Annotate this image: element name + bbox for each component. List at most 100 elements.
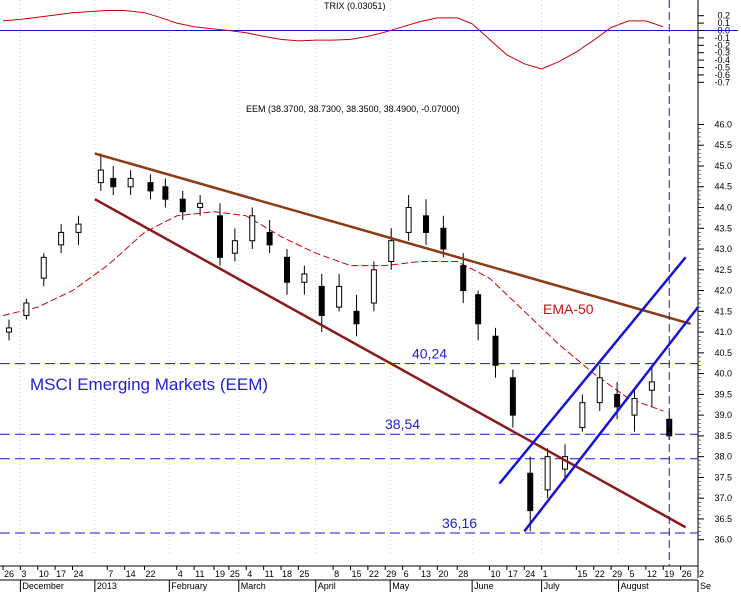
price-tick-label: 42.5 bbox=[714, 265, 732, 275]
x-month-label: 2013 bbox=[97, 581, 117, 591]
trix-tick-label: -0.1 bbox=[714, 33, 730, 43]
trix-y-axis: 0.20.10.0-0.1-0.2-0.3-0.4-0.5-0.6-0.7 bbox=[698, 11, 730, 87]
candle-body bbox=[492, 335, 499, 366]
candle-body bbox=[216, 215, 223, 258]
candle-body bbox=[6, 327, 12, 333]
level-label: 36,16 bbox=[442, 515, 477, 531]
candle-body bbox=[58, 231, 65, 246]
x-day-label: 3 bbox=[21, 569, 26, 579]
trendline-upper-resistance bbox=[94, 152, 691, 325]
trendline-channel-upper bbox=[498, 256, 687, 485]
price-tick-label: 38.0 bbox=[714, 452, 732, 462]
candle-body bbox=[40, 256, 47, 279]
price-tick-label: 45.5 bbox=[714, 140, 732, 150]
ema50-line bbox=[2, 211, 664, 412]
x-day-label: 10 bbox=[39, 569, 49, 579]
candle-body bbox=[405, 207, 412, 233]
x-day-label: 19 bbox=[215, 569, 225, 579]
candle-body bbox=[336, 285, 343, 308]
x-day-label: 4 bbox=[247, 569, 252, 579]
candle-body bbox=[648, 381, 655, 391]
x-day-label: 29 bbox=[386, 569, 396, 579]
candle-body bbox=[353, 310, 360, 325]
x-month-label: December bbox=[22, 581, 64, 591]
x-day-label: 7 bbox=[108, 569, 113, 579]
x-day-label: 6 bbox=[404, 569, 409, 579]
price-tick-label: 36.0 bbox=[714, 535, 732, 545]
trix-tick-label: 0.2 bbox=[717, 11, 730, 21]
trix-tick-label: -0.6 bbox=[714, 70, 730, 80]
price-tick-label: 44.5 bbox=[714, 182, 732, 192]
candle-body bbox=[423, 215, 429, 233]
trix-tick-label: -0.3 bbox=[714, 48, 730, 58]
x-day-label: 29 bbox=[612, 569, 622, 579]
candle-body bbox=[266, 231, 273, 246]
x-day-label: 26 bbox=[4, 569, 14, 579]
x-day-label: 22 bbox=[145, 569, 155, 579]
x-month-label: March bbox=[241, 581, 266, 591]
x-day-label: 28 bbox=[458, 569, 468, 579]
price-tick-label: 41.0 bbox=[714, 327, 732, 337]
candle-body bbox=[596, 377, 603, 404]
x-day-label: 17 bbox=[508, 569, 518, 579]
price-tick-label: 43.5 bbox=[714, 223, 732, 233]
price-tick-label: 40.5 bbox=[714, 348, 732, 358]
candle-body bbox=[162, 186, 169, 200]
x-day-label: 25 bbox=[230, 569, 240, 579]
trix-header: TRIX (0.03051) bbox=[324, 1, 386, 11]
x-day-label: 22 bbox=[369, 569, 379, 579]
x-day-label: 1 bbox=[543, 569, 548, 579]
x-day-label: 4 bbox=[178, 569, 183, 579]
price-y-axis: 46.0 45.5 45.0 44.5 44.0 43.5 43.0 42.5 42.0 41.5… bbox=[697, 0, 732, 578]
price-tick-label: 42.0 bbox=[714, 286, 732, 296]
price-tick-label: 41.5 bbox=[714, 306, 732, 316]
x-day-label: 10 bbox=[491, 569, 501, 579]
candle-body bbox=[179, 198, 186, 213]
trix-tick-label: 0.0 bbox=[717, 26, 730, 36]
x-day-label: 14 bbox=[126, 569, 136, 579]
candle-body bbox=[475, 294, 482, 325]
ema-label: EMA-50 bbox=[543, 301, 594, 317]
trix-tick-label: -0.7 bbox=[714, 77, 730, 87]
trix-tick-label: -0.4 bbox=[714, 55, 730, 65]
x-day-label: 22 bbox=[595, 569, 605, 579]
price-tick-label: 36.5 bbox=[714, 514, 732, 524]
candle-body bbox=[631, 398, 638, 416]
trendlines bbox=[94, 152, 699, 533]
candle-body bbox=[23, 302, 30, 316]
level-label: 38,54 bbox=[385, 416, 420, 432]
candle-body bbox=[147, 182, 154, 192]
candle-body bbox=[318, 285, 325, 316]
x-month-label: August bbox=[621, 581, 650, 591]
candle-body bbox=[284, 256, 290, 283]
candle-body bbox=[388, 240, 395, 262]
price-panel: EEM (38.3700, 38.7300, 38.3500, 38.4900,… bbox=[0, 0, 732, 578]
candle-body bbox=[579, 402, 586, 429]
candle-body bbox=[97, 169, 104, 184]
x-day-label: 5 bbox=[630, 569, 635, 579]
price-tick-label: 37.5 bbox=[714, 472, 732, 482]
price-tick-label: 43.0 bbox=[714, 244, 732, 254]
x-month-label: February bbox=[171, 581, 208, 591]
candle-body bbox=[197, 202, 204, 209]
price-tick-label: 45.0 bbox=[714, 161, 732, 171]
candle-body bbox=[527, 472, 534, 512]
level-lines: 40,24 38,54 36,16 bbox=[0, 346, 698, 534]
price-tick-label: 46.0 bbox=[714, 119, 732, 129]
x-month-label: May bbox=[392, 581, 410, 591]
candle-body bbox=[249, 215, 256, 242]
candle-body bbox=[440, 227, 447, 250]
price-header: EEM (38.3700, 38.7300, 38.3500, 38.4900,… bbox=[246, 104, 460, 114]
trendline-channel-lower bbox=[523, 306, 699, 533]
candle-body bbox=[301, 273, 308, 283]
x-day-label: 2 bbox=[699, 569, 704, 579]
x-day-label: 26 bbox=[682, 569, 692, 579]
candles bbox=[6, 153, 673, 532]
price-tick-label: 44.0 bbox=[714, 203, 732, 213]
x-day-label: 12 bbox=[647, 569, 657, 579]
x-month-label: June bbox=[474, 581, 494, 591]
price-tick-label: 39.5 bbox=[714, 389, 732, 399]
candle-body bbox=[110, 177, 117, 188]
